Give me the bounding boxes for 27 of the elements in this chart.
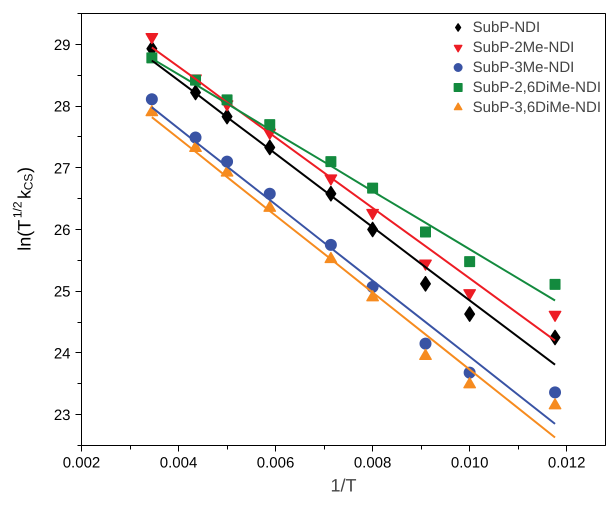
point [464, 256, 476, 268]
legend-label: SubP-3Me-NDI [472, 58, 574, 76]
y-tick-label: 26 [54, 222, 71, 239]
point [550, 278, 561, 290]
y-tick-label: 24 [54, 345, 71, 362]
legend-label: SubP-NDI [472, 18, 540, 36]
x-tick-label: 0.006 [256, 454, 294, 472]
y-axis-title: ln(T1/2kCS) [10, 166, 36, 251]
x-tick-label: 0.012 [548, 454, 586, 472]
point [145, 32, 158, 44]
y-tick-label: 29 [54, 36, 71, 54]
x-tick-label: 0.004 [160, 454, 198, 472]
legend-label: SubP-2Me-NDI [472, 38, 574, 56]
point [146, 93, 158, 106]
point [419, 338, 432, 350]
y-tick-label: 23 [54, 407, 71, 424]
x-tick-label: 0.010 [450, 454, 488, 472]
x-tick-label: 0.002 [62, 454, 100, 472]
legend-label: SubP-2,6DiMe-NDI [472, 78, 601, 96]
y-tick-label: 25 [54, 284, 71, 301]
point [549, 386, 562, 398]
legend-label: SubP-3,6DiMe-NDI [472, 98, 601, 116]
point [420, 226, 431, 238]
y-tick-label: 27 [54, 160, 71, 178]
x-tick-label: 0.008 [354, 454, 392, 472]
y-tick-label: 28 [54, 98, 71, 116]
x-axis-title: 1/T [330, 476, 357, 496]
